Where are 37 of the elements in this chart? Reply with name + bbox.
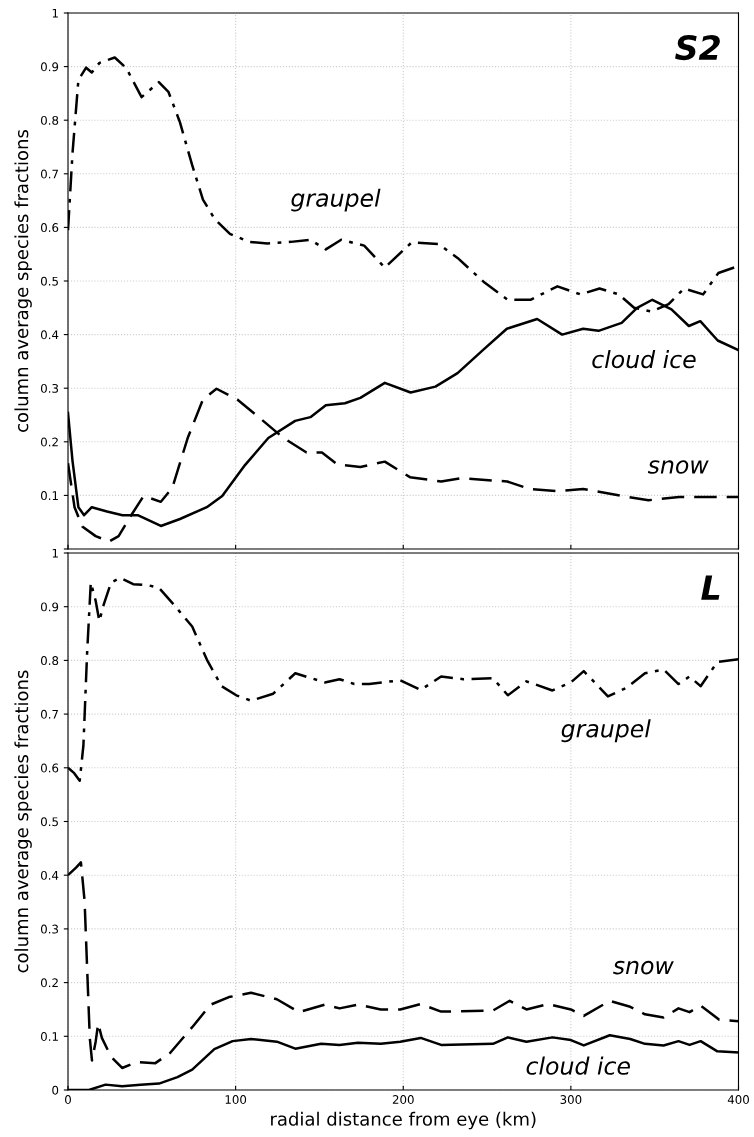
x-tick-label: 100 — [225, 1095, 247, 1104]
y-tick-label: 0.9 — [40, 62, 59, 72]
y-tick-label: 0.1 — [40, 1032, 58, 1041]
y-axis-title: column average species fractions — [14, 129, 32, 432]
x-tick-label: 0 — [65, 1095, 71, 1104]
series-label: snow — [613, 960, 674, 975]
y-tick-label: 0.9 — [40, 602, 59, 612]
series-label: graupel — [291, 188, 381, 212]
y-tick-label: 0.8 — [40, 115, 59, 125]
y-tick-label: 0.3 — [40, 383, 59, 393]
x-tick-label: 300 — [560, 1095, 582, 1104]
x-axis-title: radial distance from eye (km) — [271, 1111, 536, 1130]
y-tick-label: 0.7 — [40, 709, 58, 719]
text: S2 — [675, 34, 720, 61]
x-tick-label: 400 — [727, 1095, 749, 1104]
y-tick-label: 0.5 — [40, 276, 58, 286]
y-tick-label: 0.6 — [40, 763, 59, 773]
series-label: snow — [647, 460, 709, 474]
y-tick-label: 0.1 — [40, 491, 58, 501]
x-tick-label: 200 — [392, 1095, 414, 1104]
y-axis-title: column average species fractions — [14, 670, 32, 973]
y-tick-label: 1 — [52, 8, 58, 18]
y-tick-label: 0.7 — [40, 169, 58, 179]
y-tick-label: 0.2 — [40, 437, 58, 447]
y-tick-label: 0.4 — [40, 330, 59, 340]
y-tick-label: 0.5 — [40, 817, 58, 827]
y-tick-label: 0.6 — [40, 223, 59, 233]
y-tick-label: 0.8 — [40, 656, 59, 666]
text: L — [701, 575, 720, 600]
y-tick-label: 0 — [52, 1085, 59, 1095]
series-label: cloud ice — [592, 349, 696, 369]
y-tick-label: 0.2 — [40, 978, 58, 988]
y-tick-label: 0.3 — [40, 924, 59, 934]
series-label: cloud ice — [526, 1056, 630, 1075]
y-tick-label: 1 — [52, 548, 58, 558]
series-label: graupel — [561, 719, 651, 743]
y-tick-label: 0.4 — [40, 870, 59, 880]
